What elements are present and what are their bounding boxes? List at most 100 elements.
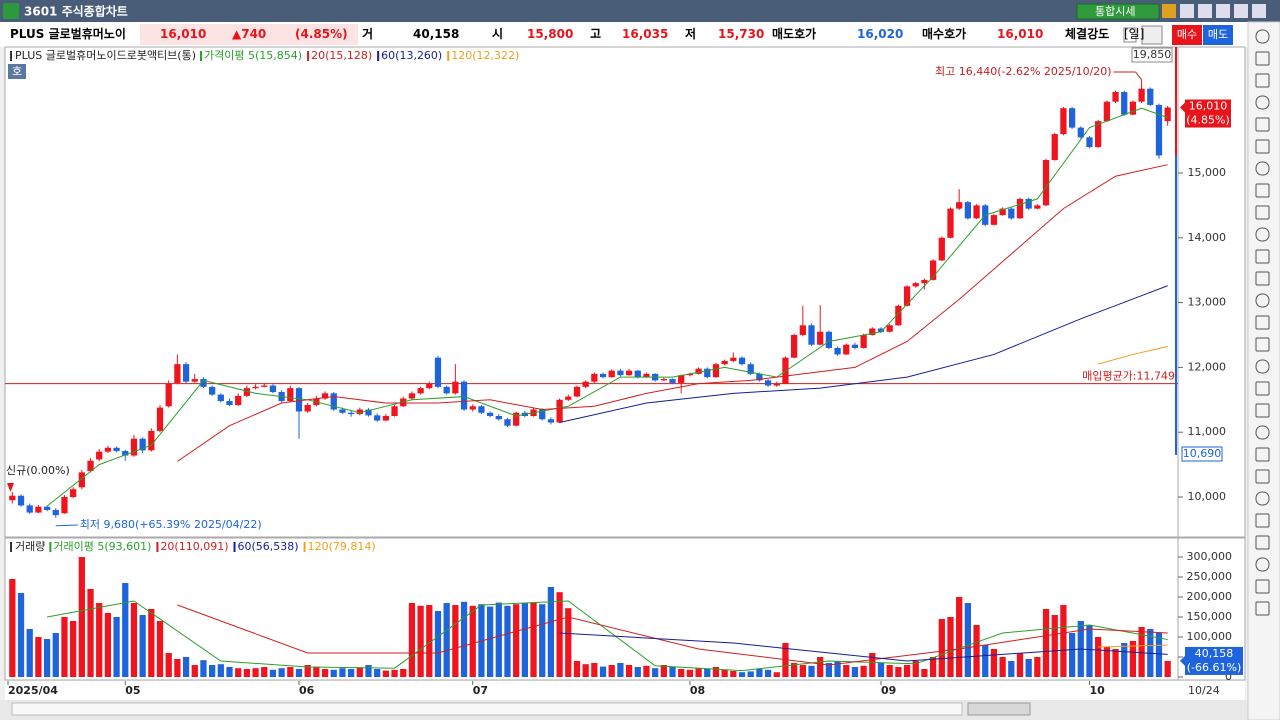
price-tag-value: 16,010 <box>1189 100 1228 113</box>
candle-body <box>61 497 68 514</box>
volume-bar <box>452 605 459 677</box>
field-label: 고 <box>590 27 602 41</box>
candle-body <box>791 334 798 358</box>
volume-bar <box>217 664 224 677</box>
volume-bar <box>886 665 893 677</box>
y-tick-label: 15,000 <box>1188 166 1227 179</box>
win-btn[interactable] <box>1162 4 1176 18</box>
volume-bar <box>426 605 433 677</box>
volume-bar <box>1025 659 1032 677</box>
volume-bar <box>1121 643 1128 677</box>
candle-body <box>139 438 146 451</box>
field-value: 16,010 <box>997 27 1044 41</box>
range-top-box <box>1131 47 1173 63</box>
candle-body <box>356 409 363 415</box>
badge-label: 호 <box>12 65 22 78</box>
candle-body <box>704 368 711 378</box>
candle-body <box>226 401 233 405</box>
price-tag-pct: (4.85%) <box>1186 114 1230 127</box>
candle-body <box>608 370 615 378</box>
win-btn[interactable] <box>1234 4 1248 18</box>
tool-icon <box>1255 535 1270 550</box>
volume-bar <box>17 593 25 677</box>
candle-body <box>929 260 937 280</box>
candle-body <box>808 325 815 345</box>
candle-body <box>1121 91 1128 115</box>
candle-body <box>9 495 16 501</box>
legend-entry: 60(56,538) <box>238 540 299 553</box>
volume-bar <box>495 602 502 677</box>
volume-bar <box>365 665 372 677</box>
scroll-thumb[interactable] <box>967 702 1031 716</box>
volume-bar <box>295 669 303 677</box>
candle-body <box>87 460 94 472</box>
buy-button[interactable] <box>1172 25 1202 45</box>
integrated-quote-button[interactable] <box>1076 3 1160 20</box>
candle-body <box>113 447 120 452</box>
high-arrow <box>1135 71 1142 80</box>
win-btn[interactable] <box>1216 4 1230 18</box>
candle-body <box>78 472 85 488</box>
candle-body <box>947 208 954 238</box>
candle-body <box>547 419 555 423</box>
y-tick-label: 250,000 <box>1187 570 1233 583</box>
low-arrow <box>55 524 78 527</box>
volume-bar <box>817 657 824 677</box>
tool-icon <box>1255 403 1270 418</box>
candle-body <box>122 451 129 456</box>
candle-body <box>643 373 650 378</box>
candle-body <box>130 438 138 456</box>
volume-bar <box>617 663 624 677</box>
win-btn[interactable] <box>1252 4 1266 18</box>
ma-line <box>177 164 1168 462</box>
volume-bar <box>513 604 520 677</box>
sell-button[interactable] <box>1203 25 1233 45</box>
candle-body <box>886 325 893 332</box>
volume-bar <box>964 603 971 677</box>
volume-bar <box>704 669 711 677</box>
field-value: 15,730 <box>718 27 765 41</box>
tool-icon <box>1255 381 1270 396</box>
win-btn[interactable] <box>1198 4 1212 18</box>
volume-bar <box>313 666 320 677</box>
volume-bar <box>321 669 329 677</box>
candle-body <box>634 370 641 378</box>
candle-body <box>1112 91 1119 102</box>
legend-entry: 20(110,091) <box>160 540 228 553</box>
volume-bar <box>912 661 919 677</box>
tool-icon <box>1255 95 1270 110</box>
volume-bar <box>278 668 285 677</box>
tool-icon <box>1255 161 1270 176</box>
volume-bar <box>1042 609 1050 677</box>
legend-marker <box>200 51 203 61</box>
y-tick-label: 10,000 <box>1188 490 1227 503</box>
candle-body <box>834 347 841 355</box>
candle-body <box>721 360 728 365</box>
volume-bar <box>895 667 902 677</box>
candle-body <box>1086 137 1093 148</box>
y-tick-label: 14,000 <box>1188 231 1227 244</box>
legend-entry: 120(79,814) <box>308 540 376 553</box>
volume-bar <box>113 617 120 677</box>
candle-body <box>486 412 494 417</box>
volume-bar <box>521 602 528 677</box>
candle-body <box>165 383 172 407</box>
candle-body <box>243 388 251 396</box>
volume-bar <box>1164 660 1171 677</box>
option-button[interactable] <box>1141 25 1163 45</box>
field-value: 15,800 <box>527 27 574 41</box>
candle-body <box>712 364 720 378</box>
candle-body <box>1164 107 1171 122</box>
legend-marker <box>156 542 159 552</box>
field-value: 16,035 <box>622 27 669 41</box>
win-btn[interactable] <box>1180 4 1194 18</box>
tool-icon <box>1255 601 1270 616</box>
volume-bar <box>834 661 841 677</box>
settings-button[interactable] <box>1123 27 1137 43</box>
candle-body <box>625 370 633 376</box>
volume-bar <box>530 603 537 677</box>
candle-body <box>660 379 667 381</box>
volume-bar <box>356 667 363 677</box>
volume-bar <box>869 653 876 677</box>
volume-bar <box>1155 633 1163 677</box>
